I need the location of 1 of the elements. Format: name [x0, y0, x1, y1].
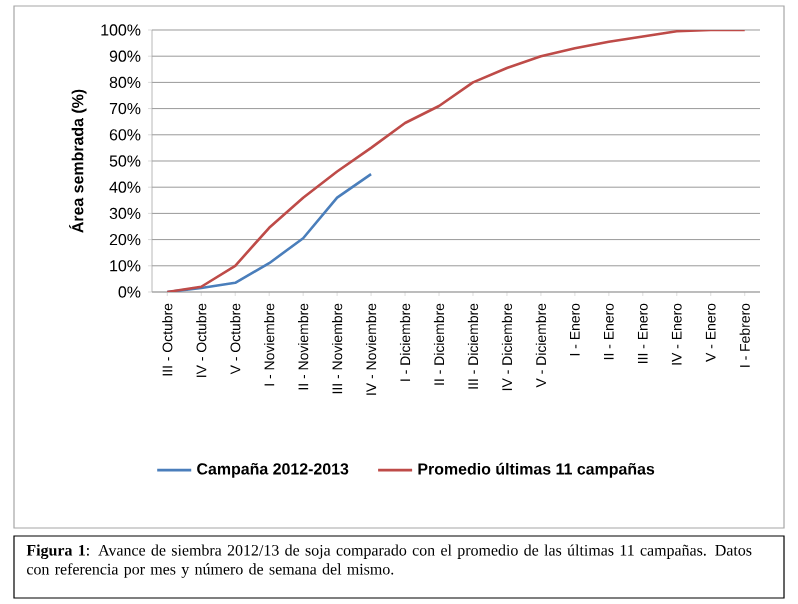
line-series: [165, 29, 747, 292]
